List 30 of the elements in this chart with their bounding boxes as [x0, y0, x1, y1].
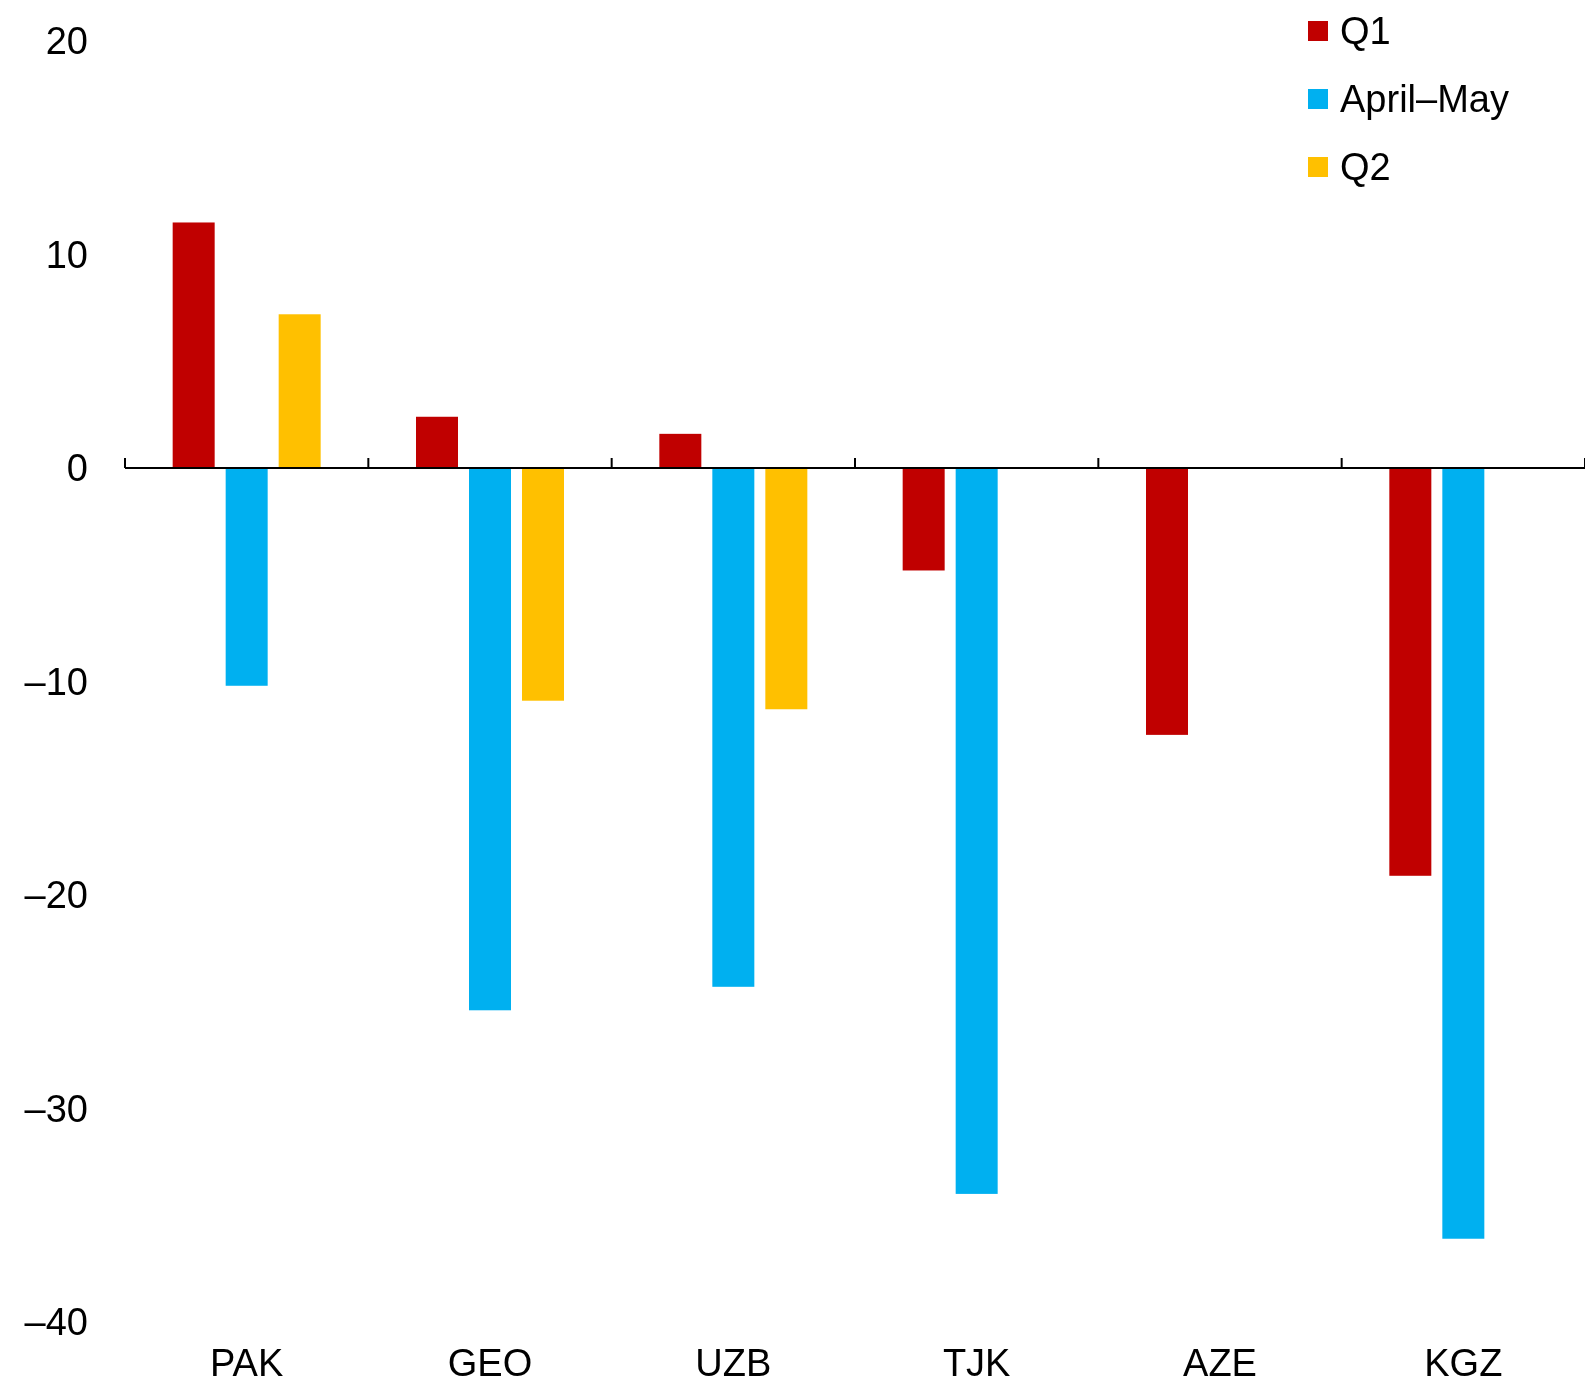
x-tick-label: KGZ: [1424, 1342, 1503, 1384]
y-tick-label: 20: [45, 20, 88, 63]
x-tick-label: UZB: [695, 1342, 772, 1384]
y-tick-label: 10: [45, 233, 88, 276]
y-tick-label: –10: [24, 660, 88, 703]
legend-label: Q2: [1340, 146, 1391, 189]
y-tick-label: –30: [24, 1087, 88, 1130]
bar: [1146, 468, 1188, 735]
x-tick-label: PAK: [210, 1342, 284, 1384]
legend-label: April–May: [1340, 78, 1509, 121]
bar: [416, 416, 458, 468]
x-tick-label: GEO: [447, 1342, 533, 1384]
bar: [659, 433, 702, 468]
bar: [955, 468, 998, 1194]
x-tick-label: TJK: [942, 1342, 1011, 1384]
bar: [469, 468, 511, 1011]
bar: [712, 468, 755, 987]
legend-label: Q1: [1340, 10, 1391, 53]
bar: [172, 222, 215, 468]
bar: [522, 468, 564, 701]
y-tick-label: –20: [24, 874, 88, 917]
y-tick-label: –40: [24, 1301, 88, 1344]
bar: [1442, 468, 1485, 1239]
bar: [1389, 468, 1432, 876]
bar: [278, 314, 321, 468]
bar: [902, 468, 945, 571]
bar: [765, 468, 808, 710]
bar: [225, 468, 268, 686]
x-tick-label: AZE: [1183, 1342, 1257, 1384]
y-tick-label: 0: [66, 447, 88, 490]
